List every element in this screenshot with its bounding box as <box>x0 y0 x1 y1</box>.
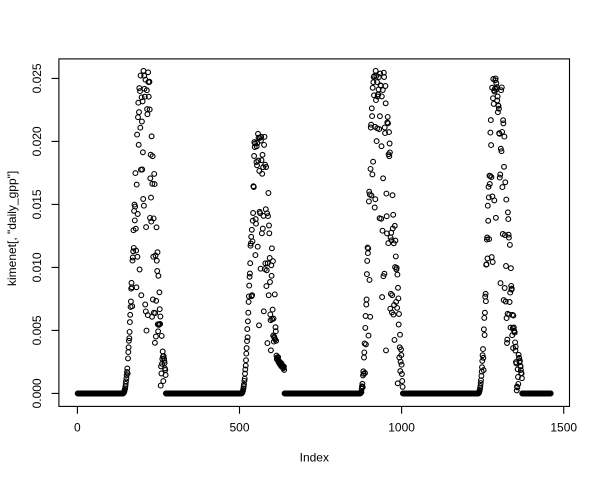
svg-text:0.025: 0.025 <box>30 63 44 93</box>
svg-text:500: 500 <box>229 421 249 435</box>
svg-text:kimenet[, "daily_gpp"]: kimenet[, "daily_gpp"] <box>5 171 19 286</box>
svg-text:1500: 1500 <box>550 421 577 435</box>
svg-text:0.015: 0.015 <box>30 189 44 219</box>
svg-text:0.010: 0.010 <box>30 252 44 282</box>
svg-text:0.000: 0.000 <box>30 378 44 408</box>
svg-text:0.005: 0.005 <box>30 315 44 345</box>
svg-text:0.020: 0.020 <box>30 126 44 156</box>
svg-text:1000: 1000 <box>388 421 415 435</box>
svg-text:0: 0 <box>74 421 81 435</box>
svg-text:Index: Index <box>300 450 329 464</box>
